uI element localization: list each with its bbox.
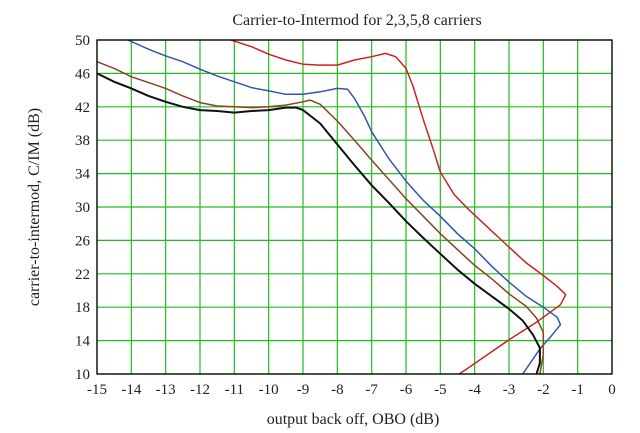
y-tick-label: 42: [75, 100, 90, 116]
y-tick-label: 34: [75, 167, 91, 183]
x-tick-label: -2: [537, 382, 550, 398]
series-line-4: [96, 72, 541, 375]
y-tick-label: 30: [75, 200, 90, 216]
y-axis-label: carrier-to-intermod, C/IM (dB): [26, 108, 43, 306]
x-tick-label: -5: [434, 382, 447, 398]
y-tick-label: 26: [75, 233, 91, 249]
plot-frame: [96, 39, 613, 375]
y-tick-label: 38: [75, 133, 90, 149]
x-tick-label: -4: [468, 382, 481, 398]
x-tick-label: 0: [608, 382, 616, 398]
x-tick-label: -14: [121, 382, 141, 398]
y-tick-label: 14: [75, 334, 91, 350]
chart-title: Carrier-to-Intermod for 2,3,5,8 carriers: [232, 12, 481, 29]
series-line-2: [127, 39, 562, 375]
x-tick-label: -10: [259, 382, 279, 398]
x-tick-label: -7: [365, 382, 378, 398]
x-tick-label: -3: [503, 382, 516, 398]
x-tick-label: -12: [190, 382, 210, 398]
y-tick-label: 10: [75, 367, 90, 383]
y-tick-label: 22: [75, 267, 90, 283]
x-tick-label: -15: [87, 382, 107, 398]
grid: [96, 39, 613, 375]
x-tick-label: -9: [297, 382, 310, 398]
y-tick-label: 18: [75, 300, 90, 316]
series-group: [96, 39, 567, 375]
x-axis-label: output back off, OBO (dB): [267, 411, 440, 428]
series-line-3: [96, 61, 545, 375]
x-tick-label: -1: [571, 382, 584, 398]
y-tick-labels: 10 14 18 22 26 30 34 38 42 46 50: [75, 33, 91, 383]
series-line-1: [230, 39, 567, 375]
x-tick-label: -13: [156, 382, 176, 398]
y-tick-label: 46: [75, 66, 91, 82]
x-tick-labels: -15 -14 -13 -12 -11 -10 -9 -8 -7 -6 -5 -4 -3 -2 -1 0: [87, 382, 616, 398]
x-tick-label: -8: [331, 382, 344, 398]
x-tick-label: -6: [400, 382, 413, 398]
y-tick-label: 50: [75, 33, 90, 49]
x-tick-label: -11: [225, 382, 244, 398]
